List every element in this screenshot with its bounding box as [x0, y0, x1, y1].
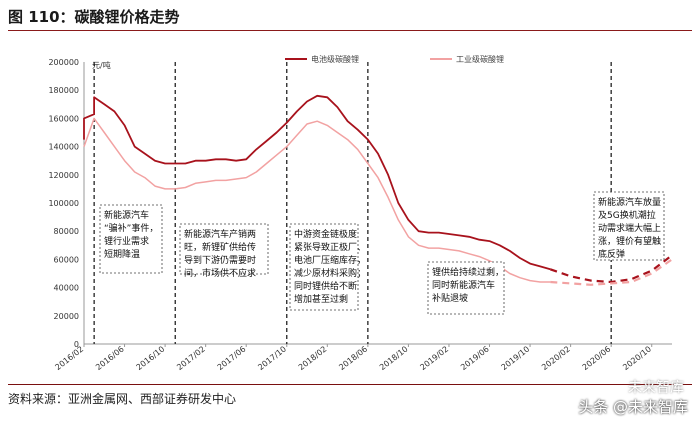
annotation-box [99, 204, 163, 274]
x-tick-label: 2020/02 [540, 344, 572, 372]
footer-rule [8, 384, 692, 385]
annotation-text: 增加甚至过剩 [294, 293, 348, 305]
x-tick-label: 2017/10 [256, 344, 288, 372]
annotation-text: 涨，锂价有望触 [598, 235, 661, 247]
series-line [83, 94, 551, 271]
series-line [550, 258, 673, 286]
annotation-text: 旺，新锂矿供给传 [184, 241, 256, 253]
y-tick-label: 100000 [48, 199, 79, 208]
annotation-text: 新能源汽车放量 [598, 196, 661, 208]
x-tick-label: 2020/06 [581, 344, 613, 372]
y-tick-label: 40000 [54, 284, 79, 293]
annotation-box [179, 223, 269, 275]
annotation-text: “骗补”事件， [104, 222, 158, 234]
x-tick-label: 2017/02 [175, 344, 207, 372]
annotation-text: 中游资金链极度 [294, 228, 357, 240]
legend-label: 电池级碳酸锂 [311, 54, 359, 64]
y-tick-label: 160000 [48, 114, 79, 123]
annotation-text: 减少原材料采购； [294, 267, 366, 279]
annotation-text: 短期降温 [104, 248, 140, 260]
annotation-text: 新能源汽车 [104, 209, 149, 221]
y-tick-label: 200000 [48, 58, 79, 67]
annotation-text: 同时新能源汽车 [432, 279, 495, 291]
annotation-text: 及5G换机潮拉 [598, 209, 656, 221]
y-tick-label: 0 [74, 340, 79, 349]
x-tick-label: 2018/02 [297, 344, 329, 372]
annotation-text: 电池厂压缩库存， [294, 254, 366, 266]
x-tick-label: 2016/06 [94, 344, 126, 372]
annotation-text: 锂供给持续过剩， [432, 266, 504, 278]
y-tick-label: 120000 [48, 171, 79, 180]
annotation-text: 底反弹 [598, 248, 625, 260]
x-tick-label: 2019/06 [459, 344, 491, 372]
annotation-text: 动需求端大幅上 [598, 222, 661, 234]
annotation-text: 补贴退坡 [432, 292, 468, 304]
legend-label: 工业级碳酸锂 [456, 54, 504, 64]
title-rule [8, 30, 692, 31]
x-tick-label: 2018/06 [337, 344, 369, 372]
annotation-box [593, 191, 665, 261]
annotation-box [289, 223, 359, 311]
x-tick-label: 2019/02 [418, 344, 450, 372]
annotation-box [427, 261, 505, 315]
y-tick-label: 60000 [54, 255, 79, 264]
watermark-brand: 未来智库 [628, 380, 684, 396]
annotation-text: 间，市场供不应求 [184, 267, 256, 279]
series-line [83, 117, 551, 283]
y-tick-label: 180000 [48, 86, 79, 95]
chart-title: 图 110：碳酸锂价格走势 [8, 8, 180, 26]
x-tick-label: 2020/10 [621, 344, 653, 372]
x-tick-label: 2016/02 [54, 344, 86, 372]
y-tick-label: 80000 [54, 227, 79, 236]
x-tick-label: 2017/06 [216, 344, 248, 372]
x-tick-label: 2019/10 [500, 344, 532, 372]
series-line [549, 254, 673, 284]
x-tick-label: 2018/10 [378, 344, 410, 372]
x-tick-label: 2016/10 [135, 344, 167, 372]
annotation-text: 新能源汽车产销两 [184, 228, 256, 240]
annotation-text: 紧张导致正极厂、 [294, 241, 366, 253]
annotation-text: 同时锂供给不断 [294, 280, 357, 292]
y-tick-label: 20000 [54, 312, 79, 321]
y-tick-label: 140000 [48, 143, 79, 152]
annotation-text: 锂行业需求 [104, 235, 149, 247]
source-note: 资料来源：亚洲金属网、西部证券研发中心 [8, 392, 237, 406]
watermark: 头条 @未来智库 [578, 398, 688, 416]
annotation-text: 导到下游仍需要时 [184, 254, 256, 266]
y-axis-label: 元/吨 [92, 60, 111, 70]
